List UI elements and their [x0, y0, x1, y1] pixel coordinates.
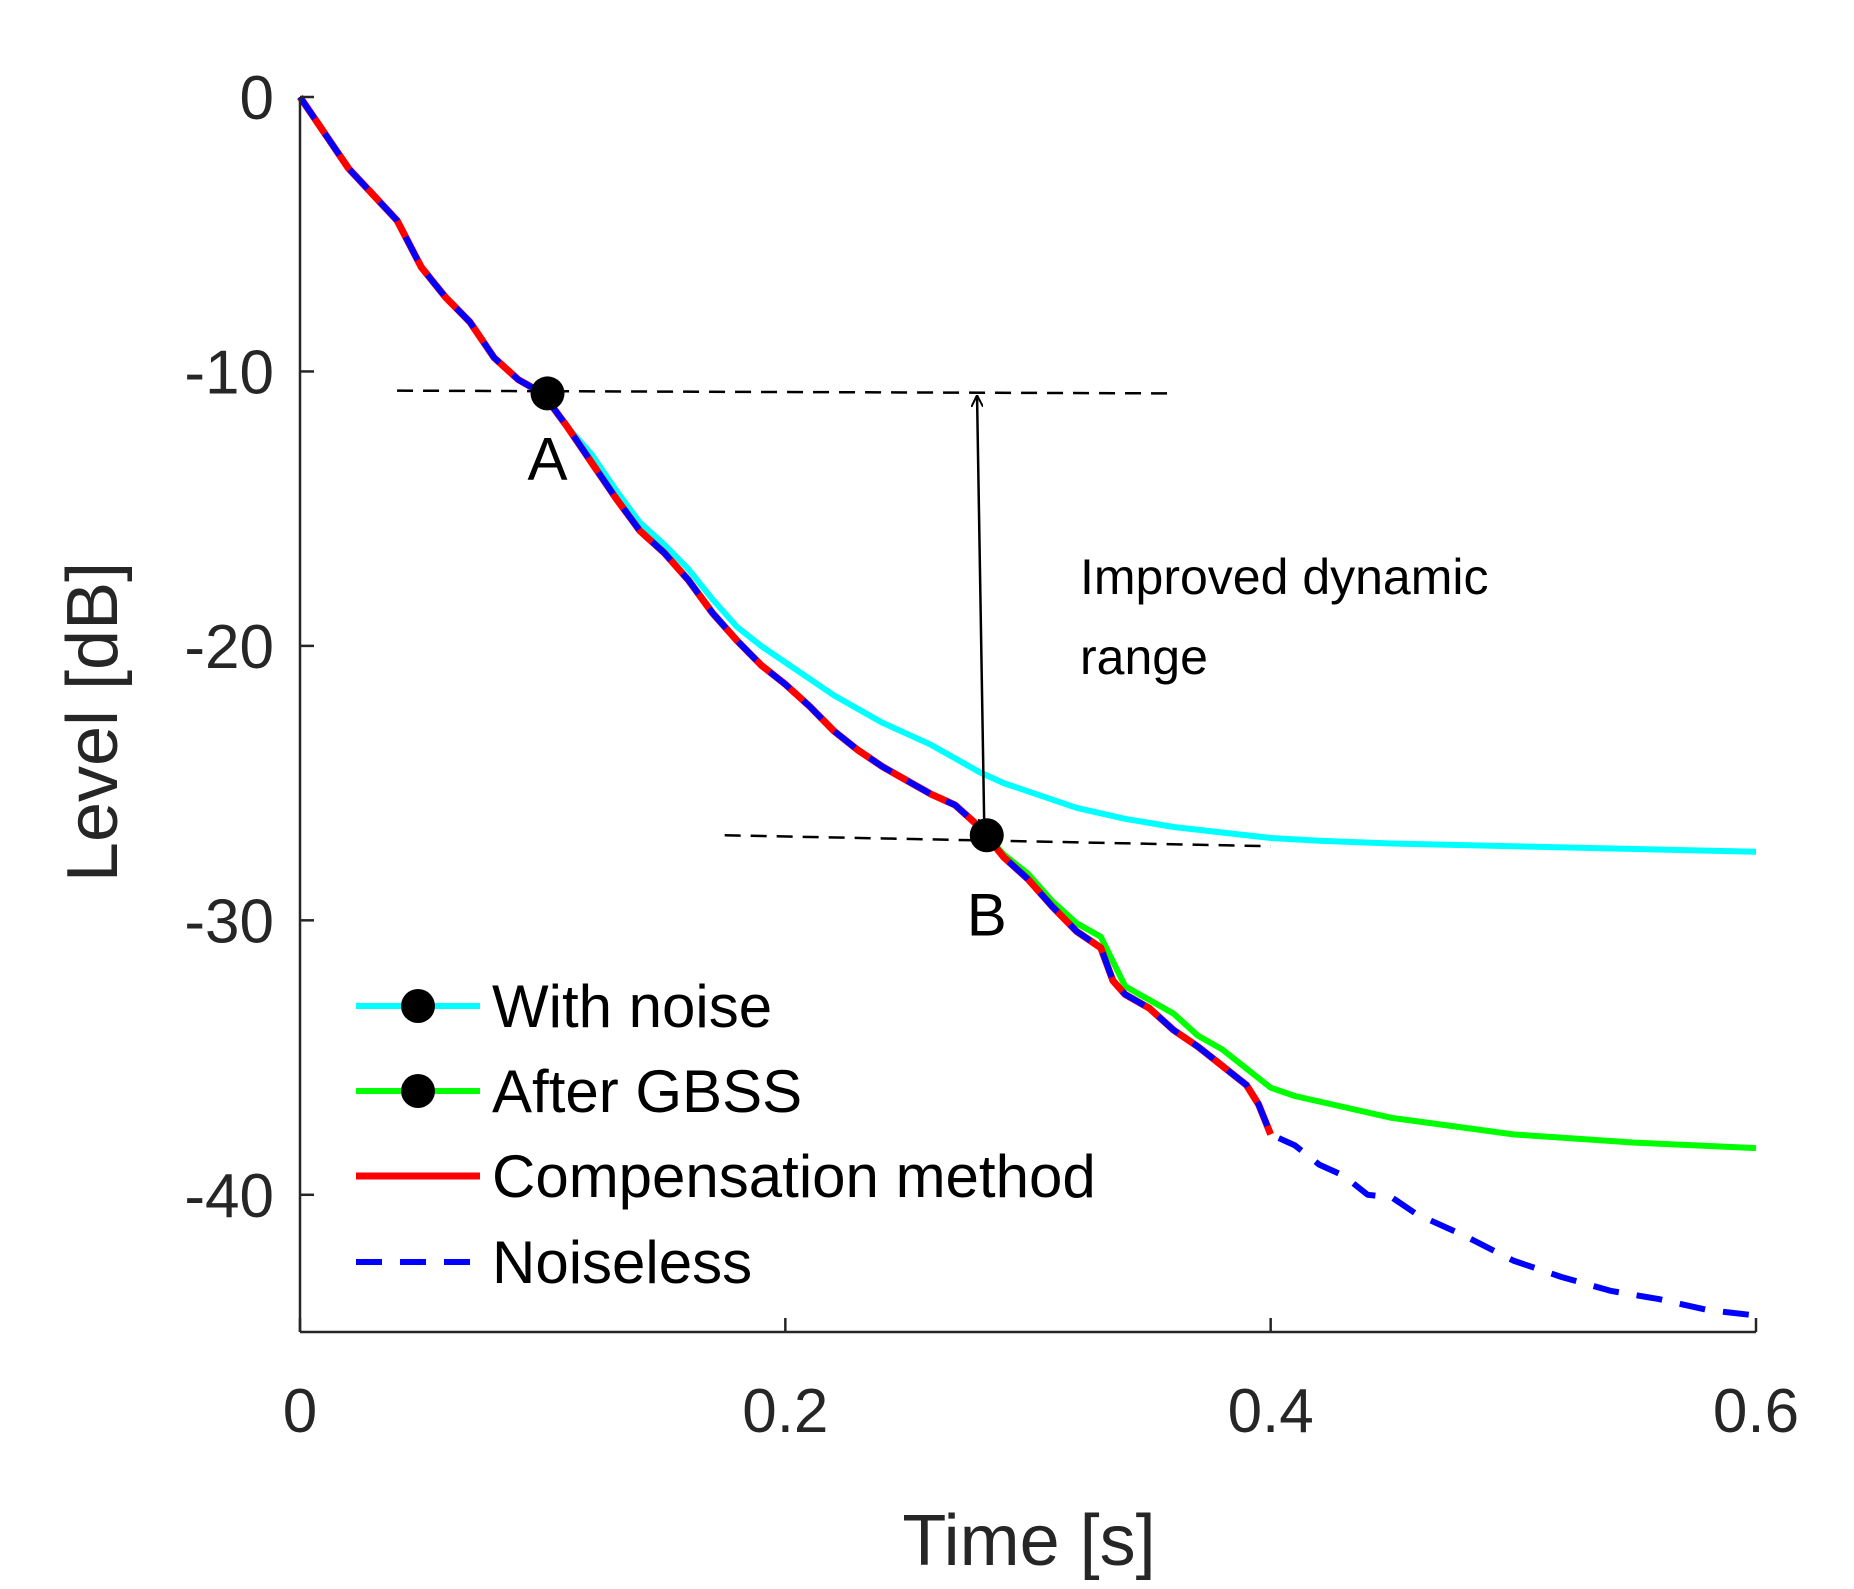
point-b-label: B — [967, 881, 1007, 948]
legend-label-1: With noise — [492, 973, 772, 1040]
legend-label-2: After GBSS — [492, 1058, 802, 1125]
x-axis-title: Time [s] — [902, 1501, 1155, 1581]
annotation-line-1: Improved dynamic — [1080, 549, 1489, 605]
point-a-label: A — [528, 425, 568, 492]
y-axis-title: Level [dB] — [53, 562, 133, 882]
annotations-layer: AB — [397, 376, 1271, 948]
x-tick-label: 0.4 — [1228, 1377, 1314, 1446]
y-tick-label: 0 — [240, 64, 274, 133]
point-a-marker — [530, 376, 565, 411]
legend-label-4: Noiseless — [492, 1229, 752, 1296]
legend-marker-1 — [401, 989, 435, 1023]
y-tick-label: -40 — [184, 1162, 274, 1231]
annotation-line-2: range — [1080, 629, 1208, 685]
ticks-layer: 0 0.2 0.4 0.6 0 -10 -20 -30 -40 — [184, 64, 1799, 1446]
legend-marker-2 — [401, 1074, 435, 1108]
y-tick-label: -30 — [184, 887, 274, 956]
curves-layer — [297, 95, 1757, 1319]
series-line-3 — [297, 95, 1274, 1136]
series-line-4 — [297, 95, 1757, 1319]
series-line-2 — [977, 825, 1757, 1152]
legend-label-3: Compensation method — [492, 1143, 1096, 1210]
x-tick-label: 0.6 — [1713, 1377, 1799, 1446]
reference-line-a — [397, 389, 1174, 395]
y-tick-label: -20 — [184, 613, 274, 682]
axes-layer — [298, 97, 1756, 1334]
y-tick-label: -10 — [184, 338, 274, 407]
dynamic-range-arrow — [977, 396, 984, 830]
legend: With noise After GBSS Compensation method N… — [356, 973, 1096, 1296]
x-tick-label: 0.2 — [742, 1377, 828, 1446]
series-line-1 — [297, 95, 1757, 855]
point-b-marker — [969, 818, 1004, 853]
x-tick-label: 0 — [283, 1377, 317, 1446]
